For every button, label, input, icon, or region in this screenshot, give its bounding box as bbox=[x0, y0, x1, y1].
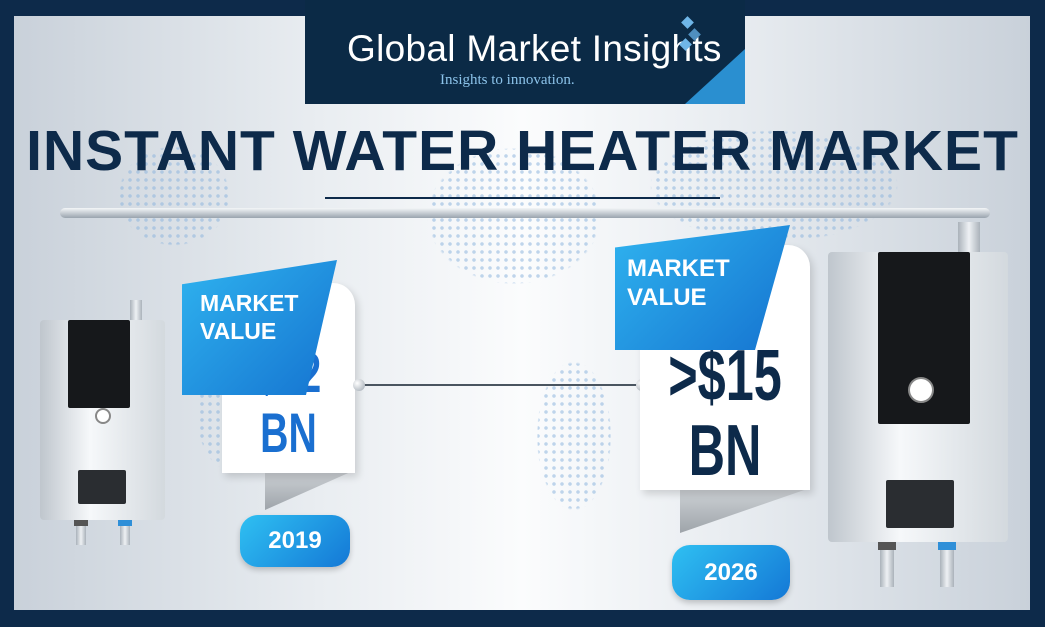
divider-pipe bbox=[60, 208, 990, 218]
water-heater-small bbox=[40, 300, 165, 550]
brand-name: Global Market Insights bbox=[347, 28, 722, 69]
ribbon-label: VALUE bbox=[200, 317, 277, 344]
market-value-unit-2026: BN bbox=[688, 411, 762, 491]
ribbon-label: VALUE bbox=[627, 283, 707, 311]
water-heater-large bbox=[828, 222, 1008, 592]
year-badge-2026: 2026 bbox=[672, 545, 790, 600]
timeline-connector bbox=[360, 384, 642, 386]
page-title: INSTANT WATER HEATER MARKET bbox=[26, 119, 1019, 183]
diamond-icon bbox=[681, 16, 694, 29]
market-value-ribbon-2019: MARKET VALUE bbox=[182, 260, 337, 395]
title-underline bbox=[325, 197, 720, 199]
ribbon-label: MARKET bbox=[627, 255, 730, 282]
year-badge-2019: 2019 bbox=[240, 515, 350, 567]
market-value-2026: >$15 bbox=[668, 336, 782, 416]
market-value-unit-2019: BN bbox=[260, 401, 317, 464]
ribbon-label: MARKET bbox=[200, 290, 299, 316]
brand-logo: Global Market Insights Insights to innov… bbox=[305, 0, 745, 104]
market-value-ribbon-2026: MARKET VALUE bbox=[615, 225, 790, 350]
timeline-dot bbox=[353, 379, 365, 391]
brand-tagline: Insights to innovation. bbox=[440, 72, 575, 88]
logo-corner bbox=[685, 49, 745, 104]
